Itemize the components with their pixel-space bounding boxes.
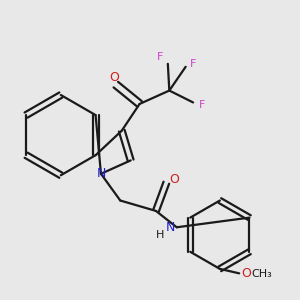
Text: CH₃: CH₃: [251, 269, 272, 279]
Text: O: O: [242, 267, 251, 280]
Text: O: O: [169, 173, 179, 186]
Text: F: F: [190, 59, 196, 69]
Text: O: O: [110, 71, 119, 84]
Text: N: N: [166, 221, 176, 234]
Text: F: F: [199, 100, 205, 110]
Text: H: H: [156, 230, 165, 240]
Text: F: F: [157, 52, 164, 62]
Text: N: N: [96, 167, 106, 180]
